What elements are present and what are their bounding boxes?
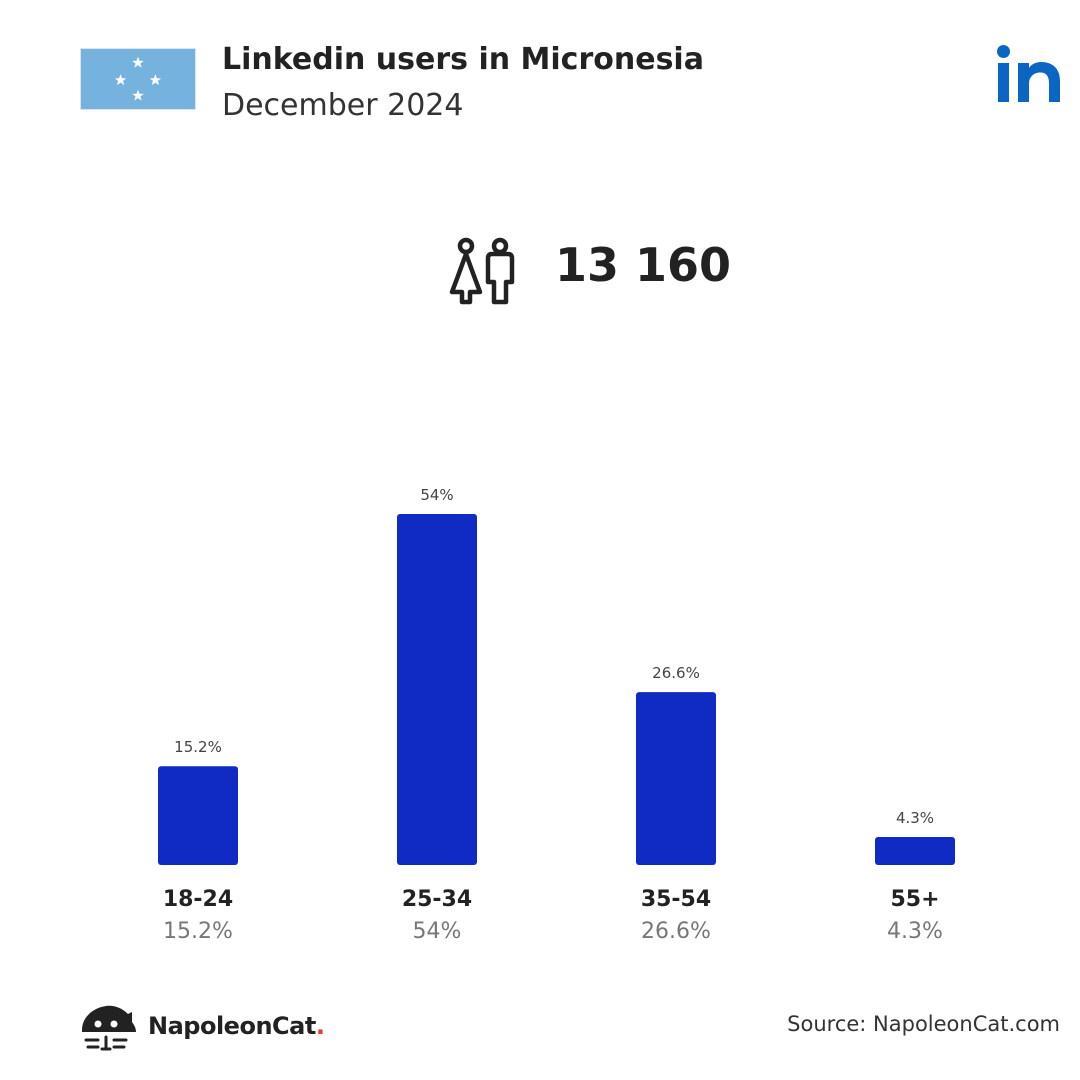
bar-35-54 (636, 692, 716, 865)
total-users-value: 13 160 (555, 238, 732, 292)
napoleoncat-logo-icon (78, 1000, 138, 1052)
linkedin-logo-icon (996, 44, 1064, 104)
bar-value-label: 15.2% (174, 738, 222, 756)
bar-55+ (875, 837, 955, 865)
bar-25-34 (397, 514, 477, 865)
category-label: 18-24 (163, 887, 233, 912)
brand-name: NapoleonCat. (148, 1012, 325, 1040)
bar-value-label: 26.6% (652, 664, 700, 682)
bar-value-label: 54% (420, 486, 453, 504)
category-label: 25-34 (402, 887, 472, 912)
category-percent: 4.3% (887, 919, 943, 944)
bar-value-label: 4.3% (896, 809, 934, 827)
source-credit: Source: NapoleonCat.com (787, 1012, 1060, 1036)
chart-subtitle: December 2024 (222, 88, 464, 123)
category-label: 55+ (890, 887, 939, 912)
category-percent: 15.2% (163, 919, 233, 944)
napoleoncat-brand: NapoleonCat. (78, 1000, 325, 1052)
category-percent: 26.6% (641, 919, 711, 944)
category-label: 35-54 (641, 887, 711, 912)
bar-18-24 (158, 766, 238, 865)
chart-title: Linkedin users in Micronesia (222, 42, 704, 77)
category-percent: 54% (413, 919, 462, 944)
people-icon (448, 236, 522, 306)
micronesia-flag-icon (80, 48, 196, 110)
